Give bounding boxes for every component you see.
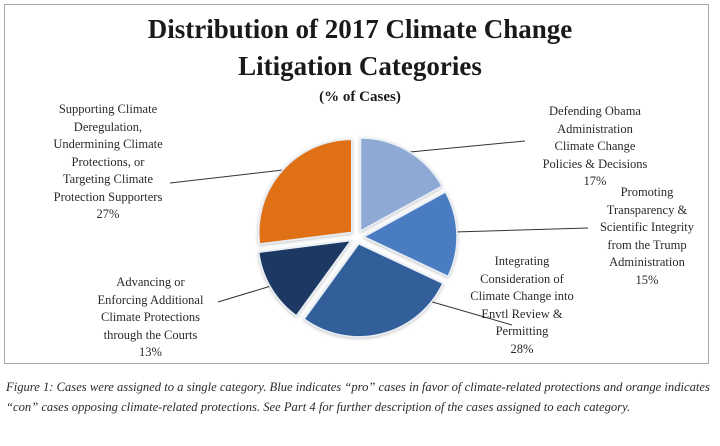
chart-subtitle: (% of Cases) — [319, 89, 401, 105]
pie-slice-1 — [359, 137, 444, 233]
pie-slice-4 — [257, 239, 353, 317]
leader-line-s1 — [409, 140, 526, 153]
label-promoting-transparency: Promoting Transparency & Scientific Inte… — [599, 185, 695, 287]
figure-caption: Figure 1: Cases were assigned to a singl… — [6, 380, 710, 414]
leader-line-s5 — [169, 169, 284, 184]
pie-slices — [257, 137, 458, 338]
pie-slice-5 — [258, 138, 353, 245]
label-advancing-enforcing: Advancing or Enforcing Additional Climat… — [97, 275, 204, 359]
chart-title-line-2: Litigation Categories — [238, 51, 482, 81]
label-defending-obama: Defending Obama Administration Climate C… — [542, 104, 648, 188]
chart-title-line-1: Distribution of 2017 Climate Change — [147, 14, 573, 44]
leader-lines — [169, 140, 589, 326]
leader-line-s3 — [428, 300, 513, 326]
label-integrating-consideration: Integrating Consideration of Climate Cha… — [470, 254, 574, 356]
leader-line-s2 — [453, 227, 589, 233]
pie-slice-3 — [303, 242, 444, 338]
label-supporting-deregulation: Supporting Climate Deregulation, Undermi… — [53, 102, 163, 221]
pie-slice-2 — [362, 190, 458, 278]
leader-line-s4 — [217, 285, 272, 303]
